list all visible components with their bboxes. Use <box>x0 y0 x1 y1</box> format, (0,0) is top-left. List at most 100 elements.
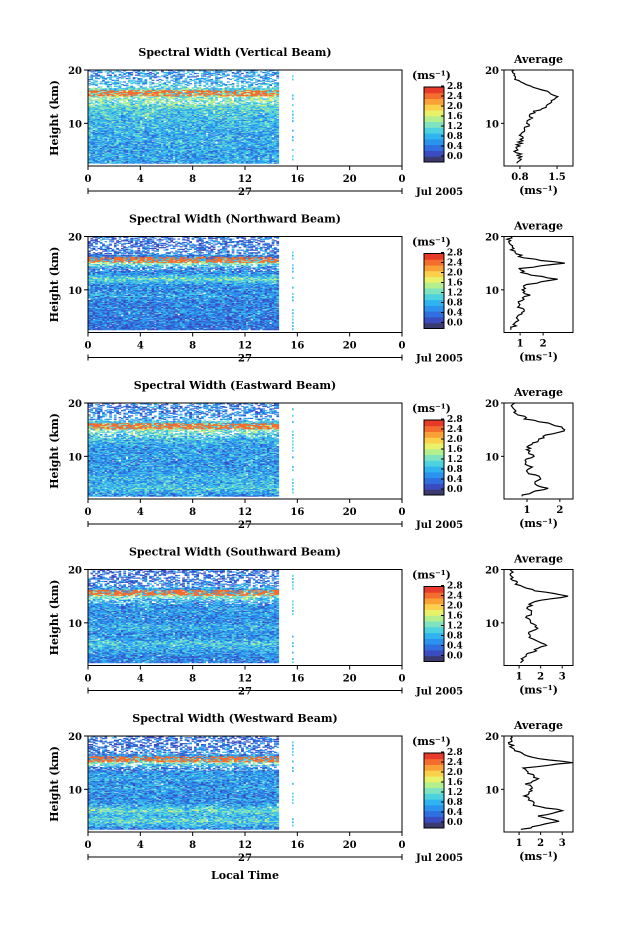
heatmap-cell <box>225 137 228 138</box>
heatmap-cell <box>269 119 272 120</box>
heatmap-cell <box>152 142 155 143</box>
heatmap-cell <box>142 151 145 152</box>
heatmap-cell <box>159 116 162 117</box>
heatmap-cell <box>196 123 199 124</box>
heatmap-cell <box>180 142 183 143</box>
heatmap-cell <box>97 161 100 162</box>
heatmap-cell <box>185 133 188 134</box>
heatmap-cell <box>227 153 230 154</box>
heatmap-cell <box>192 152 195 153</box>
heatmap-cell <box>267 127 270 128</box>
heatmap-cell <box>166 130 169 131</box>
heatmap-cell <box>255 132 258 133</box>
heatmap-cell <box>232 149 235 150</box>
heatmap-cell <box>189 131 192 132</box>
heatmap-cell <box>102 110 105 111</box>
heatmap-cell <box>203 113 206 114</box>
heatmap-cell <box>168 143 171 144</box>
heatmap-cell <box>149 108 152 109</box>
heatmap-cell <box>107 129 110 130</box>
heatmap-cell <box>213 132 216 133</box>
heatmap-cell <box>276 119 279 120</box>
heatmap-cell <box>243 157 246 158</box>
heatmap-cell <box>222 134 225 135</box>
heatmap-cell <box>168 132 171 133</box>
heatmap-cell <box>192 134 195 135</box>
heatmap-cell <box>213 120 216 121</box>
heatmap-cell <box>97 119 100 120</box>
panel-title: Spectral Width (Vertical Beam) <box>138 46 331 59</box>
heatmap-cell <box>262 115 265 116</box>
heatmap-cell <box>227 115 230 116</box>
heatmap-cell <box>211 118 214 119</box>
heatmap-cell <box>126 138 129 139</box>
heatmap-cell <box>140 116 143 117</box>
heatmap-cell <box>126 126 129 127</box>
heatmap-cell <box>234 120 237 121</box>
heatmap-cell <box>114 132 117 133</box>
heatmap-cell <box>133 128 136 129</box>
heatmap-cell <box>189 146 192 147</box>
heatmap-cell <box>105 138 108 139</box>
heatmap-cell <box>100 159 103 160</box>
heatmap-cell <box>215 137 218 138</box>
heatmap-cell <box>218 139 221 140</box>
heatmap-cell <box>97 128 100 129</box>
heatmap-cell <box>189 116 192 117</box>
heatmap-cell <box>260 113 263 114</box>
heatmap-cell <box>145 147 148 148</box>
heatmap-cell <box>201 124 204 125</box>
heatmap-cell <box>272 163 275 164</box>
heatmap-cell <box>133 115 136 116</box>
heatmap-cell <box>170 135 173 136</box>
heatmap-cell <box>227 113 230 114</box>
heatmap-cell <box>201 140 204 141</box>
heatmap-cell <box>187 142 190 143</box>
heatmap-cell <box>180 163 183 164</box>
heatmap-cell <box>90 135 93 136</box>
heatmap-cell <box>142 116 145 117</box>
heatmap-cell <box>206 116 209 117</box>
heatmap-cell <box>135 144 138 145</box>
heatmap-cell <box>107 140 110 141</box>
heatmap-cell <box>142 139 145 140</box>
heatmap-cell <box>119 127 122 128</box>
heatmap-cell <box>225 151 228 152</box>
heatmap-cell <box>116 127 119 128</box>
heatmap-cell <box>93 149 96 150</box>
heatmap-cells <box>88 70 294 164</box>
heatmap-cell <box>201 136 204 137</box>
heatmap-cell <box>128 117 131 118</box>
heatmap-cell <box>116 137 119 138</box>
heatmap-cell <box>128 139 131 140</box>
heatmap-cell <box>243 141 246 142</box>
heatmap-cell <box>116 152 119 153</box>
heatmap-cell <box>192 109 195 110</box>
heatmap-cell <box>272 137 275 138</box>
heatmap-cell <box>213 113 216 114</box>
heatmap-cell <box>248 145 251 146</box>
heatmap-cell <box>182 160 185 161</box>
heatmap-cell <box>163 122 166 123</box>
heatmap-cell <box>243 113 246 114</box>
heatmap-cell <box>93 157 96 158</box>
heatmap-cell <box>239 113 242 114</box>
heatmap-cell <box>236 128 239 129</box>
heatmap-cell <box>130 122 133 123</box>
heatmap-cell <box>269 121 272 122</box>
heatmap-cell <box>206 136 209 137</box>
heatmap-cell <box>225 118 228 119</box>
heatmap-cell <box>187 155 190 156</box>
heatmap-cell <box>199 115 202 116</box>
heatmap-cell <box>156 109 159 110</box>
heatmap-cell <box>260 131 263 132</box>
heatmap-cell <box>116 140 119 141</box>
heatmap-cell <box>90 131 93 132</box>
heatmap-cell <box>159 109 162 110</box>
heatmap-cell <box>170 139 173 140</box>
heatmap-cell <box>163 138 166 139</box>
heatmap-cell <box>152 140 155 141</box>
heatmap-cell <box>206 134 209 135</box>
heatmap-cell <box>119 157 122 158</box>
heatmap-cell <box>100 148 103 149</box>
